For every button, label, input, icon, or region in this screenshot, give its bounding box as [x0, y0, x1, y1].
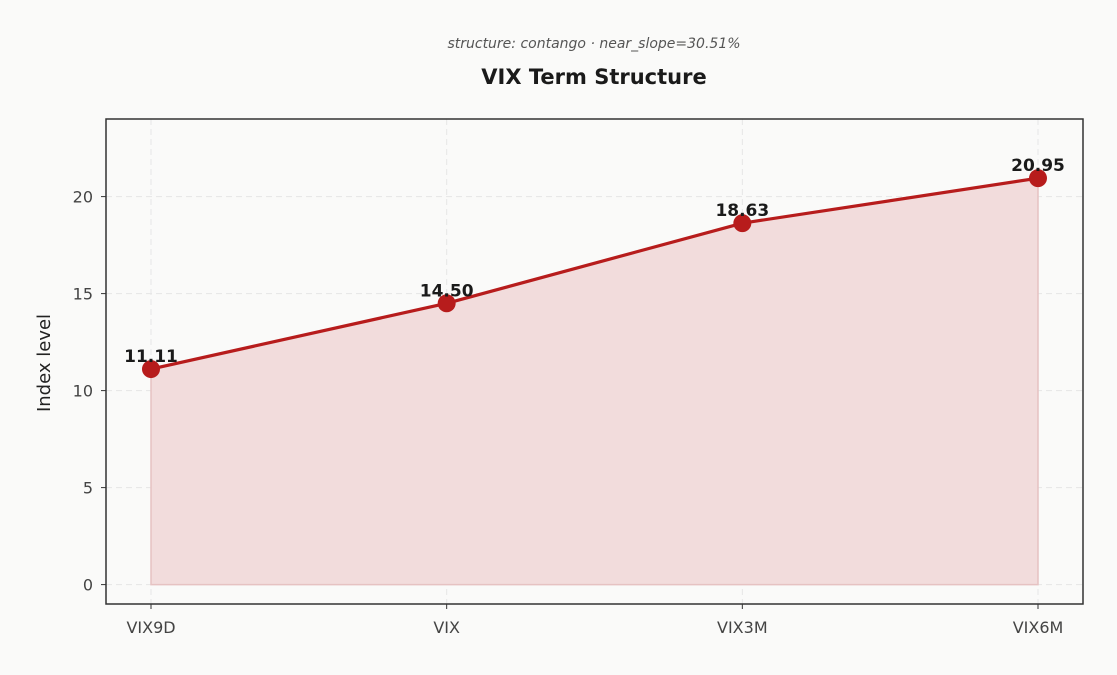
y-axis-label: Index level	[34, 314, 55, 412]
y-tick-label: 15	[73, 285, 93, 304]
y-tick-label: 0	[83, 576, 93, 595]
data-point	[142, 360, 160, 379]
x-tick-label: VIX	[433, 618, 460, 637]
series-line	[149, 176, 1040, 371]
data-label: 11.11	[124, 347, 178, 367]
chart-subtitle: structure: contango · near_slope=30.51%	[447, 36, 740, 52]
x-tick-label: VIX3M	[717, 618, 768, 637]
y-tick-label: 10	[73, 382, 93, 401]
data-label: 18.63	[715, 201, 769, 221]
data-point	[437, 294, 456, 313]
plot-frame	[105, 118, 1084, 605]
x-tick-label: VIX6M	[1013, 618, 1064, 637]
tick-layer: 0 5 10 15 20 VIX9D VIX VIX3M VIX6M	[73, 188, 1064, 637]
data-label-layer: 11.11 14.50 18.63 20.95	[124, 156, 1065, 367]
area-layer	[150, 177, 1039, 586]
line-layer	[149, 176, 1040, 371]
x-tick-label: VIX9D	[126, 618, 175, 637]
marker-layer	[142, 169, 1047, 379]
data-point	[733, 214, 752, 233]
y-tick-label: 5	[83, 479, 93, 498]
data-point	[1029, 169, 1047, 188]
data-label: 20.95	[1011, 156, 1065, 176]
chart-title: VIX Term Structure	[481, 65, 706, 89]
y-tick-label: 20	[73, 188, 93, 207]
series-area	[150, 177, 1039, 586]
data-label: 14.50	[420, 281, 474, 301]
